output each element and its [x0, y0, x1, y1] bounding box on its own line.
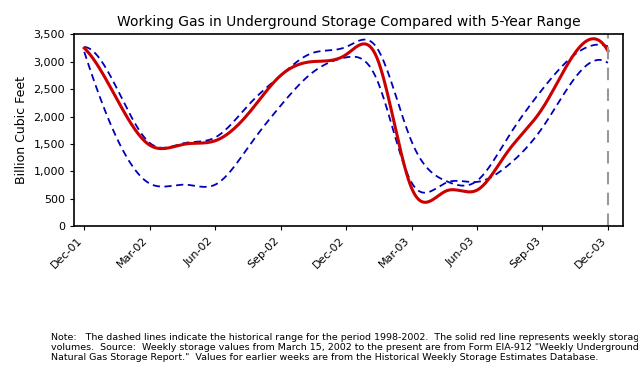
Y-axis label: Billion Cubic Feet: Billion Cubic Feet — [15, 76, 28, 184]
Title: Working Gas in Underground Storage Compared with 5-Year Range: Working Gas in Underground Storage Compa… — [117, 15, 581, 29]
Text: Note:   The dashed lines indicate the historical range for the period 1998-2002.: Note: The dashed lines indicate the hist… — [51, 333, 638, 362]
